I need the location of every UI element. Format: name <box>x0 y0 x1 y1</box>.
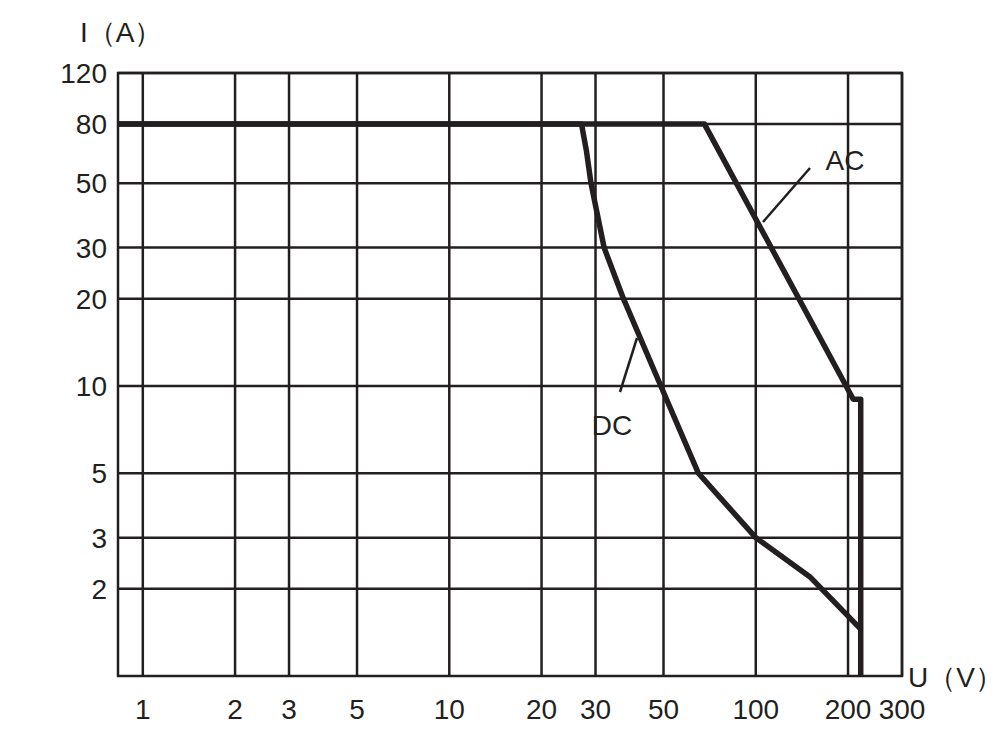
x-grid-line <box>540 73 543 676</box>
chart: 1 2 3 5 10 20 30 50 100 200300 2 3 5 10 20 30 50 80 120 AC D… <box>0 0 1000 742</box>
y-tick-label: 80 <box>76 109 107 140</box>
x-grid-line <box>755 73 758 676</box>
x-axis-label: U（V） <box>908 662 1000 693</box>
x-tick-label: 200 <box>825 694 872 725</box>
y-tick-label: 5 <box>91 458 107 489</box>
y-grid-line <box>118 536 902 539</box>
x-tick-label: 30 <box>580 694 611 725</box>
y-tick-label: 50 <box>76 168 107 199</box>
x-grid-line <box>288 73 291 676</box>
x-tick-label: 1 <box>135 694 151 725</box>
x-tick-label: 20 <box>526 694 557 725</box>
x-tick-label: 2 <box>227 694 243 725</box>
x-grid-line <box>448 73 451 676</box>
y-grid-line <box>118 246 902 249</box>
y-tick-label: 120 <box>60 58 107 89</box>
x-grid-line <box>662 73 665 676</box>
x-tick-label: 100 <box>732 694 779 725</box>
x-grid-line <box>356 73 359 676</box>
y-tick-label: 2 <box>91 574 107 605</box>
x-tick-label: 50 <box>648 694 679 725</box>
y-grid-line <box>118 472 902 475</box>
label-leader <box>763 168 810 222</box>
y-tick-label: 30 <box>76 233 107 264</box>
x-tick-label: 3 <box>281 694 297 725</box>
x-tick-label: 10 <box>434 694 465 725</box>
y-tick-label: 3 <box>91 523 107 554</box>
series-label: DC <box>592 410 632 441</box>
y-grid-line <box>118 385 902 388</box>
series-label: AC <box>826 145 865 176</box>
y-tick-label: 20 <box>76 284 107 315</box>
series-group <box>118 124 861 676</box>
x-grid-line <box>234 73 237 676</box>
x-grid-line <box>142 73 145 676</box>
label-leader <box>620 338 637 392</box>
y-grid-line <box>118 297 902 300</box>
y-grid-line <box>118 587 902 590</box>
series-line <box>118 124 861 676</box>
x-tick-label: 300 <box>879 694 926 725</box>
y-grid-line <box>118 182 902 185</box>
y-tick-label: 10 <box>76 371 107 402</box>
x-tick-label: 5 <box>349 694 365 725</box>
series-line <box>118 124 861 629</box>
plot-frame <box>118 73 902 676</box>
y-axis-label: I（A） <box>80 17 162 48</box>
x-grid-line <box>594 73 597 676</box>
